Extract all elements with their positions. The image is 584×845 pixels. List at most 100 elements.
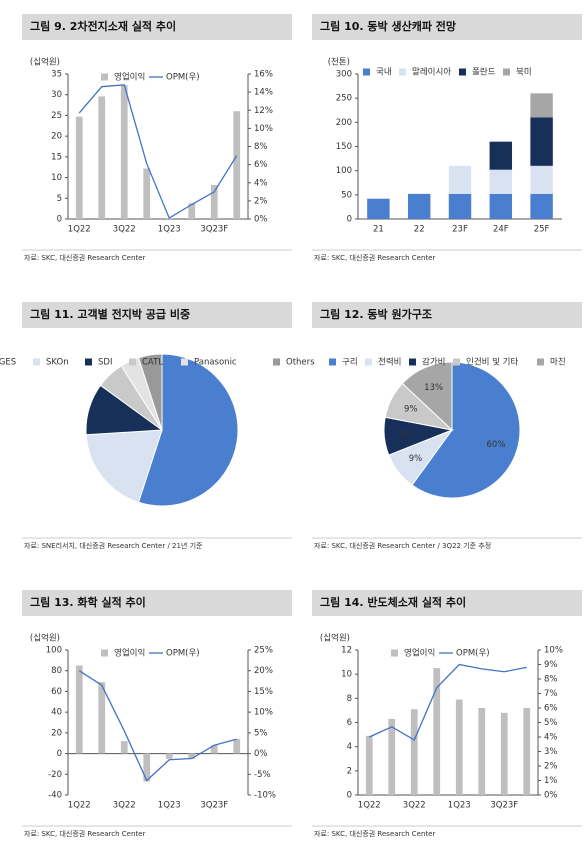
bar [233,111,241,219]
pie-slice [137,353,239,507]
y-axis-label: (십억원) [30,57,60,68]
bar [530,117,553,166]
legend-label: 북미 [516,68,532,78]
legend-swatch [399,68,406,76]
y2-tick-label: 12% [254,106,273,116]
bar [407,193,431,219]
legend-swatch [329,358,336,366]
y-axis-label: (천톤) [328,57,350,68]
y2-tick-label: 1% [544,776,558,786]
y2-tick-label: 14% [254,88,273,98]
chart-title: 그림 10. 동박 생산캐파 전망 [320,19,456,33]
legend-swatch [537,358,544,366]
y2-tick-label: 8% [544,675,558,685]
y-tick-label: 2 [347,766,352,776]
y-tick-label: 4 [347,742,352,752]
bar [478,708,486,795]
bar [165,753,173,759]
legend-label: 폴란드 [472,67,496,78]
y2-tick-label: 4% [254,178,268,188]
x-tick-label: 23F [452,225,468,235]
y-tick-label: 300 [336,70,352,80]
y-tick-label: 250 [336,94,352,104]
bar [75,116,83,219]
y-tick-label: 6 [347,718,352,728]
y2-tick-label: 0% [254,215,268,225]
x-tick-label: 3Q23F [200,225,228,235]
source-note: 자료: SKC, 대신증권 Research Center [24,253,145,262]
y-tick-label: 20 [51,132,62,142]
bar [500,712,508,795]
legend-label: OPM(우) [456,649,490,659]
y2-tick-label: 15% [254,687,273,697]
bar [388,718,396,795]
y-tick-label: 5 [57,194,62,204]
x-tick-label: 1Q23 [158,225,181,235]
source-note: 자료: SNE리서치, 대신증권 Research Center / 21년 기… [24,541,203,550]
legend-swatch [101,649,108,657]
y2-tick-label: 10% [544,646,563,656]
y-tick-label: 8 [347,694,352,704]
panel-header [312,14,582,40]
pie-label: 9% [409,454,423,464]
pie-slice [137,353,163,431]
bar [367,198,390,219]
y2-tick-label: 7% [544,689,558,699]
bar [455,699,463,795]
bar [530,193,553,219]
y-tick-label: 80 [51,666,62,676]
y2-tick-label: 3% [544,747,558,757]
source-note: 자료: SKC, 대신증권 Research Center [314,253,435,262]
y-tick-label: 10 [51,173,62,183]
bar [530,93,553,118]
chart-title: 그림 11. 고객별 전지박 공급 비중 [30,307,190,321]
bar [448,165,472,194]
x-tick-label: 25F [534,225,550,235]
x-tick-label: 21 [373,225,384,235]
y-tick-label: 0 [347,791,352,801]
y-tick-label: 100 [46,646,62,656]
bar [523,708,531,795]
legend-label: 감가비 [422,357,445,368]
y-tick-label: 10 [341,670,352,680]
source-note: 자료: SKC, 대신증권 Research Center / 3Q22 기준 … [314,541,491,550]
x-tick-label: 1Q22 [68,801,91,811]
y-tick-label: 40 [51,708,62,718]
bar [489,169,513,194]
x-tick-label: 3Q22 [113,801,136,811]
y-tick-label: 25 [51,111,62,121]
y2-tick-label: 5% [254,728,268,738]
legend-swatch [363,68,370,76]
y2-tick-label: 6% [254,160,268,170]
legend-label: 마진 [550,357,566,368]
pie-label: 13% [424,383,443,393]
x-tick-label: 24F [493,225,509,235]
legend-label: Others [286,358,315,368]
y-tick-label: -20 [48,770,62,780]
y2-tick-label: 5% [544,718,558,728]
legend-label: 구리 [342,358,358,368]
x-tick-label: 1Q22 [358,801,381,811]
legend-swatch [129,358,136,366]
y-tick-label: 60 [51,687,62,697]
legend-swatch [409,358,416,366]
y-tick-label: 0 [57,749,62,759]
bar [210,185,218,219]
y-tick-label: 35 [51,70,62,80]
pie-slice [401,361,453,432]
y2-tick-label: 0% [254,749,268,759]
legend-label: Panasonic [194,358,237,368]
x-tick-label: 1Q23 [158,801,181,811]
pie-label: 9% [404,405,418,415]
bar [143,753,151,782]
legend-label: LGES [0,358,16,368]
y2-tick-label: 25% [254,646,273,656]
legend-label: OPM(우) [166,73,200,83]
y-axis-label: (십억원) [30,633,60,644]
panel-header [312,302,582,328]
bar [120,741,128,754]
